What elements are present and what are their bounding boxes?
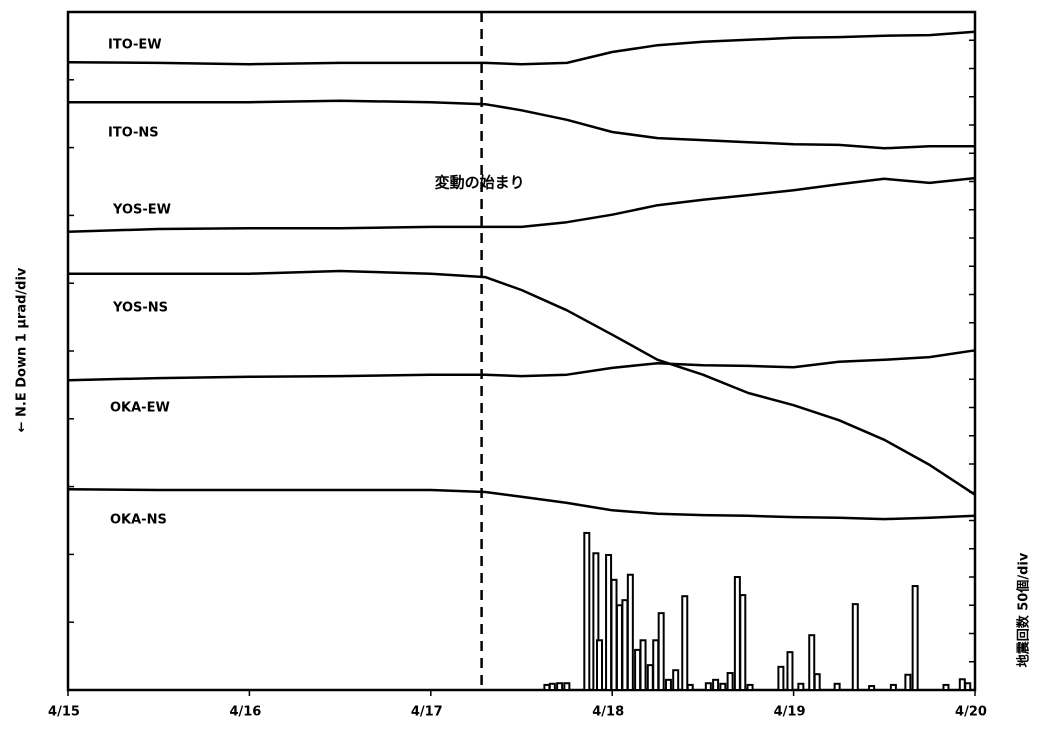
x-tick-label: 4/17 <box>411 705 443 720</box>
bar <box>664 678 672 692</box>
series-line <box>68 99 975 150</box>
bar <box>652 639 660 692</box>
bar <box>626 573 634 691</box>
bar <box>704 682 712 691</box>
bar <box>548 682 556 691</box>
bar <box>868 685 876 691</box>
x-tick-label: 4/15 <box>48 705 80 720</box>
bar <box>904 673 912 691</box>
bar <box>733 576 741 691</box>
bar <box>786 651 794 692</box>
bar <box>833 682 841 691</box>
bar <box>634 648 642 692</box>
bar <box>681 595 689 692</box>
bar <box>686 683 694 691</box>
bar <box>672 669 680 691</box>
y2-axis-label: 地震回数 50個/div <box>1016 552 1032 667</box>
bar <box>592 552 600 692</box>
series-label: ITO-NS <box>108 126 159 141</box>
series-line <box>68 269 976 496</box>
bar <box>621 599 629 691</box>
bar <box>777 665 785 692</box>
bar <box>964 682 972 691</box>
bar <box>808 634 816 692</box>
series-label: YOS-NS <box>112 301 168 316</box>
bar <box>851 603 859 691</box>
annotation-text: 変動の始まり <box>435 174 525 192</box>
series-line <box>67 30 976 66</box>
x-tick-label: 4/20 <box>955 705 987 720</box>
bar <box>583 531 591 691</box>
series-line <box>67 176 976 233</box>
bar <box>958 678 966 692</box>
x-tick-label: 4/18 <box>592 705 624 720</box>
series-label: YOS-EW <box>112 203 171 218</box>
bar <box>657 612 665 691</box>
x-tick-label: 4/19 <box>774 705 806 720</box>
x-tick-label: 4/16 <box>229 705 261 720</box>
series-line <box>67 349 976 382</box>
bar <box>813 673 821 691</box>
bar <box>646 664 654 692</box>
bar <box>639 639 647 692</box>
series-label: ITO-EW <box>108 38 162 53</box>
series-label: OKA-NS <box>110 513 167 528</box>
bar <box>615 604 623 691</box>
y-axis-label: ← N.E Down 1 μrad/div <box>15 267 30 432</box>
bar <box>797 682 805 691</box>
plot-frame <box>66 10 977 692</box>
bar <box>942 683 950 691</box>
bar <box>746 683 754 691</box>
bar <box>712 678 720 692</box>
bar <box>889 683 897 691</box>
bar <box>610 578 618 692</box>
bar <box>605 553 613 692</box>
bar <box>911 585 919 691</box>
bar <box>563 682 571 691</box>
bar <box>596 639 604 692</box>
bar <box>719 682 727 691</box>
bar <box>556 682 564 691</box>
series-label: OKA-EW <box>110 401 170 416</box>
bar <box>739 594 747 692</box>
bar <box>726 672 734 691</box>
bar <box>543 683 551 691</box>
series-line <box>67 488 976 521</box>
